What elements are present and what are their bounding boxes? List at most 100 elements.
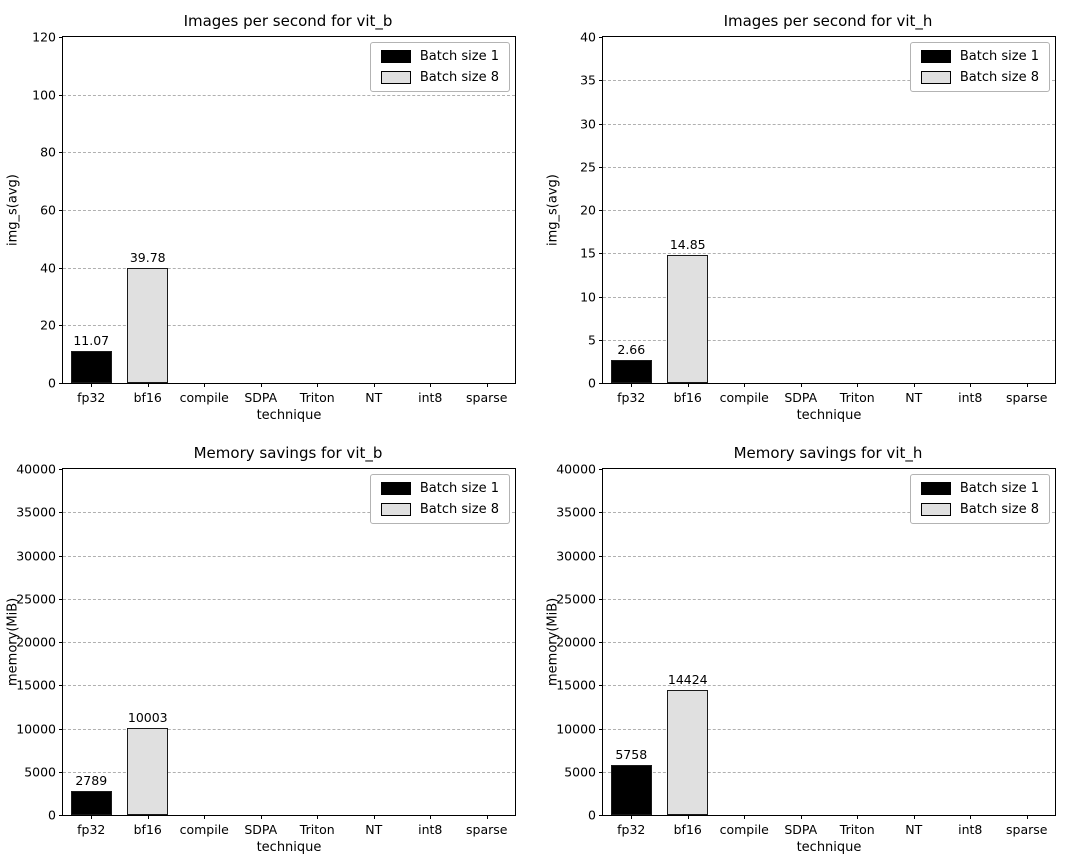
y-tick-mark [599, 771, 603, 773]
gridline [603, 210, 1055, 211]
x-tick-mark [260, 383, 262, 387]
x-tick-label-Triton: Triton [299, 390, 335, 405]
x-tick-label-fp32: fp32 [77, 822, 106, 837]
bar-value-label: 39.78 [129, 250, 166, 266]
x-tick-label-NT: NT [905, 390, 923, 405]
gridline [63, 152, 515, 154]
y-tick-mark [59, 728, 63, 730]
gridline [63, 642, 515, 643]
y-tick-mark [599, 512, 603, 514]
y-tick-label: 100 [32, 87, 56, 103]
plot-area: memory(MiB) technique Batch size 1 Batch … [546, 462, 1056, 855]
x-tick-label-compile: compile [179, 390, 229, 405]
gridline [603, 253, 1055, 255]
bar-fp32-batch-size-1 [610, 765, 652, 815]
bar-value-label: 14.85 [669, 236, 706, 252]
y-tick-mark [599, 80, 603, 82]
x-tick-mark [800, 815, 802, 819]
legend-label: Batch size 8 [419, 70, 499, 85]
gridline [63, 512, 515, 514]
y-tick-mark [599, 123, 603, 125]
y-tick-label: 0 [588, 375, 596, 391]
legend-entry: Batch size 1 [380, 49, 499, 64]
x-tick-mark [913, 815, 915, 819]
x-axis-label: technique [256, 408, 322, 423]
y-tick-mark [599, 37, 603, 38]
x-axis-label: technique [256, 840, 322, 855]
x-tick-label-int8: int8 [958, 390, 983, 405]
chart-images-per-second-vit-b: Images per second for vit_b img_s(avg) t… [0, 0, 540, 432]
legend-label: Batch size 1 [959, 481, 1039, 496]
y-tick-mark [599, 383, 603, 384]
chart-title: Memory savings for vit_h [733, 444, 923, 462]
y-tick-label: 40000 [16, 461, 56, 477]
x-tick-mark [317, 383, 319, 387]
gridline [603, 512, 1055, 514]
y-tick-mark [599, 339, 603, 341]
x-tick-label-compile: compile [719, 390, 769, 405]
legend-swatch [920, 71, 951, 84]
x-tick-mark [317, 815, 319, 819]
y-tick-label: 20 [580, 202, 596, 218]
bar-bf16-batch-size-8 [127, 268, 169, 383]
x-tick-label-sparse: sparse [466, 822, 508, 837]
x-tick-label-NT: NT [905, 822, 923, 837]
x-tick-label-bf16: bf16 [133, 390, 162, 405]
legend-label: Batch size 8 [959, 70, 1039, 85]
x-tick-label-SDPA: SDPA [784, 822, 818, 837]
x-tick-mark [687, 383, 689, 387]
x-tick-label-bf16: bf16 [133, 822, 162, 837]
legend-entry: Batch size 1 [920, 49, 1039, 64]
legend-entry: Batch size 8 [380, 70, 499, 85]
y-tick-mark [59, 37, 63, 38]
legend-label: Batch size 1 [959, 49, 1039, 64]
y-tick-mark [59, 152, 63, 154]
x-tick-label-NT: NT [365, 822, 383, 837]
bar-bf16-batch-size-8 [667, 254, 709, 383]
y-tick-label: 40000 [556, 461, 596, 477]
x-tick-label-compile: compile [179, 822, 229, 837]
bar-value-label: 2789 [75, 772, 108, 788]
legend-swatch [380, 482, 411, 495]
x-tick-mark [857, 815, 859, 819]
y-tick-label: 10000 [16, 721, 56, 736]
x-tick-label-int8: int8 [418, 390, 443, 405]
y-tick-mark [59, 210, 63, 211]
legend: Batch size 1 Batch size 8 [369, 42, 510, 92]
y-tick-label: 20000 [556, 634, 596, 650]
legend: Batch size 1 Batch size 8 [369, 474, 510, 524]
chart-memory-savings-vit-h: Memory savings for vit_h memory(MiB) tec… [540, 432, 1080, 864]
gridline [603, 771, 1055, 773]
y-tick-label: 30000 [556, 548, 596, 563]
gridline [63, 771, 515, 773]
chart-memory-savings-vit-b: Memory savings for vit_b memory(MiB) tec… [0, 432, 540, 864]
x-tick-label-bf16: bf16 [673, 390, 702, 405]
x-tick-mark [373, 383, 375, 387]
y-tick-label: 15000 [556, 677, 596, 693]
y-tick-label: 30 [580, 116, 596, 131]
y-tick-mark [59, 771, 63, 773]
y-tick-mark [599, 685, 603, 687]
y-tick-label: 20000 [16, 634, 56, 650]
gridline [603, 80, 1055, 82]
legend-swatch [920, 50, 951, 63]
x-tick-mark [744, 815, 746, 819]
plot-area: img_s(avg) technique Batch size 1 Batch s… [546, 30, 1056, 423]
bar-fp32-batch-size-1 [610, 360, 652, 383]
y-tick-mark [59, 512, 63, 514]
y-tick-label: 30000 [16, 548, 56, 563]
bar-value-label: 10003 [127, 710, 168, 726]
x-tick-label-Triton: Triton [299, 822, 335, 837]
y-tick-mark [59, 469, 63, 470]
y-tick-mark [59, 555, 63, 557]
y-tick-label: 25000 [16, 591, 56, 607]
gridline [603, 685, 1055, 687]
gridline [63, 210, 515, 211]
x-tick-label-fp32: fp32 [617, 822, 646, 837]
legend-label: Batch size 8 [959, 502, 1039, 517]
y-tick-label: 10000 [556, 721, 596, 736]
y-tick-mark [599, 166, 603, 168]
x-tick-label-sparse: sparse [466, 390, 508, 405]
x-axis-label: technique [796, 840, 862, 855]
legend-entry: Batch size 1 [380, 481, 499, 496]
